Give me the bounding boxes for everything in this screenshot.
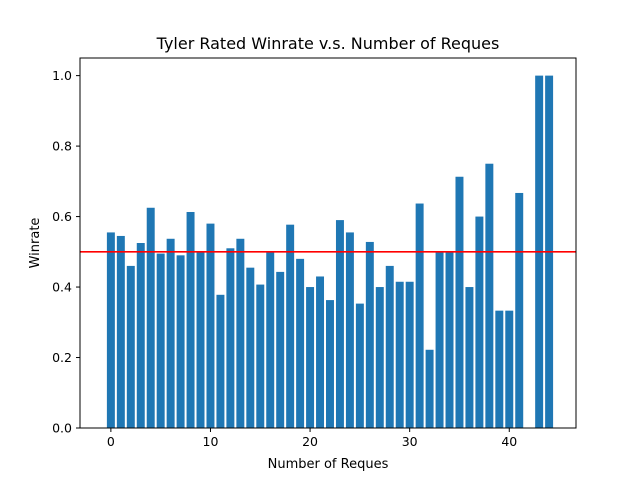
axes-group xyxy=(79,57,577,429)
bar-11 xyxy=(216,294,225,428)
bar-36 xyxy=(465,287,474,428)
bar-8 xyxy=(186,211,195,428)
bar-29 xyxy=(395,281,404,428)
bar-1 xyxy=(116,235,125,428)
bar-27 xyxy=(375,287,384,428)
bar-24 xyxy=(345,232,354,428)
bar-2 xyxy=(126,265,135,428)
bars-group xyxy=(106,75,554,428)
bar-19 xyxy=(296,258,305,428)
bar-21 xyxy=(316,276,325,428)
bar-12 xyxy=(226,248,235,428)
bar-4 xyxy=(146,207,155,428)
y-tick-label-0.6: 0.6 xyxy=(52,209,72,224)
x-tick-label-0: 0 xyxy=(107,434,115,449)
bar-35 xyxy=(455,176,464,428)
bar-14 xyxy=(246,267,255,428)
bar-22 xyxy=(326,300,334,428)
bar-38 xyxy=(485,163,494,428)
bar-18 xyxy=(286,224,295,428)
bar-41 xyxy=(515,192,524,428)
x-tick-label-30: 30 xyxy=(402,434,418,449)
bar-40 xyxy=(505,310,514,428)
y-tick-label-0.2: 0.2 xyxy=(52,350,72,365)
bar-39 xyxy=(495,310,504,428)
bar-0 xyxy=(106,232,115,428)
ticks-group: 0 10 20 30 40 0.0 0.2 0.4 0.6 0.8 1.0 xyxy=(52,68,517,449)
y-tick-label-1.0: 1.0 xyxy=(52,68,72,83)
bar-17 xyxy=(276,271,285,428)
y-axis-label: Winrate xyxy=(28,218,43,269)
bar-31 xyxy=(415,203,424,428)
y-tick-label-0.4: 0.4 xyxy=(52,280,72,295)
bar-28 xyxy=(385,265,394,428)
bar-25 xyxy=(355,303,364,428)
x-axis-label: Number of Reques xyxy=(268,457,389,472)
bar-34 xyxy=(445,251,454,428)
x-tick-label-40: 40 xyxy=(501,434,517,449)
bar-30 xyxy=(405,281,414,428)
bar-37 xyxy=(475,216,484,428)
x-tick-label-20: 20 xyxy=(302,434,318,449)
bar-32 xyxy=(425,349,434,428)
x-tick-label-10: 10 xyxy=(203,434,219,449)
bar-23 xyxy=(335,220,344,428)
bar-3 xyxy=(136,243,145,428)
bar-20 xyxy=(306,287,315,428)
bar-26 xyxy=(365,241,374,428)
bar-16 xyxy=(266,251,275,428)
bar-9 xyxy=(196,251,205,428)
y-tick-label-0.0: 0.0 xyxy=(52,421,72,436)
bar-5 xyxy=(156,253,165,428)
bar-10 xyxy=(206,223,215,428)
chart-title: Tyler Rated Winrate v.s. Number of Reque… xyxy=(156,34,500,53)
bar-13 xyxy=(236,238,245,428)
y-tick-label-0.8: 0.8 xyxy=(52,139,72,154)
plot-frame xyxy=(79,57,577,429)
bar-6 xyxy=(166,238,175,428)
bar-33 xyxy=(435,251,444,428)
bar-7 xyxy=(176,255,185,428)
bar-15 xyxy=(256,284,265,428)
